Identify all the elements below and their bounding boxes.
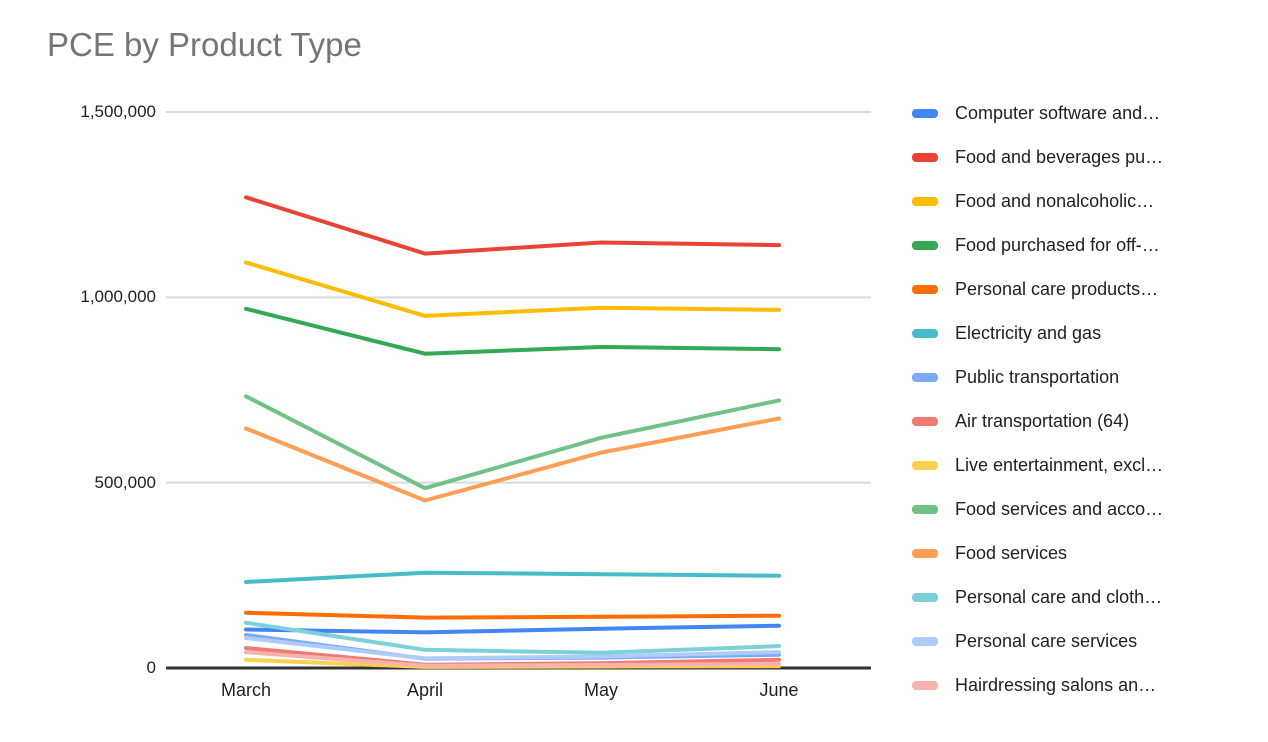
y-axis-tick-label: 500,000 xyxy=(94,472,156,492)
legend-color-swatch xyxy=(912,548,938,558)
legend-item-label: Live entertainment, excl… xyxy=(955,454,1164,475)
legend-color-swatch xyxy=(912,284,938,294)
y-axis-tick-label: 1,500,000 xyxy=(80,102,156,121)
legend-item[interactable]: Live entertainment, excl… xyxy=(905,443,1265,487)
legend-item[interactable]: Electricity and gas xyxy=(905,311,1265,355)
legend-item-label: Food purchased for off-… xyxy=(955,234,1160,255)
legend-color-swatch xyxy=(912,328,938,338)
series-line-1[interactable] xyxy=(244,195,781,256)
legend-item[interactable]: Computer software and… xyxy=(905,91,1265,135)
chart-title: PCE by Product Type xyxy=(47,26,362,63)
series-line-5[interactable] xyxy=(244,570,781,584)
legend-item[interactable]: Personal care services xyxy=(905,619,1265,663)
legend-item-label: Public transportation xyxy=(955,366,1120,387)
legend-color-swatch xyxy=(912,152,938,162)
legend-item[interactable]: Food services xyxy=(905,531,1265,575)
series-line-0[interactable] xyxy=(244,623,781,635)
chart-legend: Computer software and… Food and beverages… xyxy=(905,91,1265,707)
legend-item[interactable]: Food purchased for off-… xyxy=(905,223,1265,267)
series-line-4[interactable] xyxy=(244,610,781,620)
series-line-11[interactable] xyxy=(244,620,781,655)
legend-color-swatch xyxy=(912,504,938,514)
x-axis-label-march: March xyxy=(220,680,271,700)
legend-color-swatch xyxy=(912,460,938,470)
series-line-10[interactable] xyxy=(244,416,781,503)
legend-item-label: Personal care products… xyxy=(955,278,1159,299)
legend-item[interactable]: Personal care products… xyxy=(905,267,1265,311)
series-line-2[interactable] xyxy=(244,260,781,318)
legend-color-swatch xyxy=(912,108,938,118)
legend-item-label: Personal care services xyxy=(955,630,1138,651)
series-line-12[interactable] xyxy=(244,636,781,661)
legend-color-swatch xyxy=(912,636,938,646)
legend-color-swatch xyxy=(912,592,938,602)
legend-color-swatch xyxy=(912,240,938,250)
legend-item-label: Food services and acco… xyxy=(955,498,1164,519)
legend-color-swatch xyxy=(912,196,938,206)
legend-item[interactable]: Food services and acco… xyxy=(905,487,1265,531)
legend-item[interactable]: Food and beverages pu… xyxy=(905,135,1265,179)
x-axis-label-april: April xyxy=(406,680,443,700)
legend-item-label: Electricity and gas xyxy=(955,322,1102,343)
legend-item-label: Computer software and… xyxy=(955,102,1161,123)
series-line-9[interactable] xyxy=(244,394,781,491)
legend-item-label: Food and beverages pu… xyxy=(955,146,1164,167)
series-line-3[interactable] xyxy=(244,306,781,356)
legend-item-label: Food and nonalcoholic… xyxy=(955,190,1155,211)
x-axis-label-may: May xyxy=(583,680,618,700)
legend-item[interactable]: Air transportation (64) xyxy=(905,399,1265,443)
legend-item-label: Hairdressing salons an… xyxy=(955,674,1157,695)
legend-item[interactable]: Hairdressing salons an… xyxy=(905,663,1265,707)
series-line-13[interactable] xyxy=(244,650,781,668)
y-axis-tick-label: 1,000,000 xyxy=(80,287,156,307)
legend-item[interactable]: Public transportation xyxy=(905,355,1265,399)
legend-color-swatch xyxy=(912,372,938,382)
y-axis-tick-label: 0 xyxy=(146,658,156,677)
legend-color-swatch xyxy=(912,416,938,426)
legend-color-swatch xyxy=(912,680,938,690)
legend-item[interactable]: Food and nonalcoholic… xyxy=(905,179,1265,223)
legend-item[interactable]: Personal care and cloth… xyxy=(905,575,1265,619)
x-axis-label-june: June xyxy=(759,680,799,700)
legend-item-label: Food services xyxy=(955,542,1068,563)
legend-item-label: Air transportation (64) xyxy=(955,410,1130,431)
legend-item-label: Personal care and cloth… xyxy=(955,586,1163,607)
